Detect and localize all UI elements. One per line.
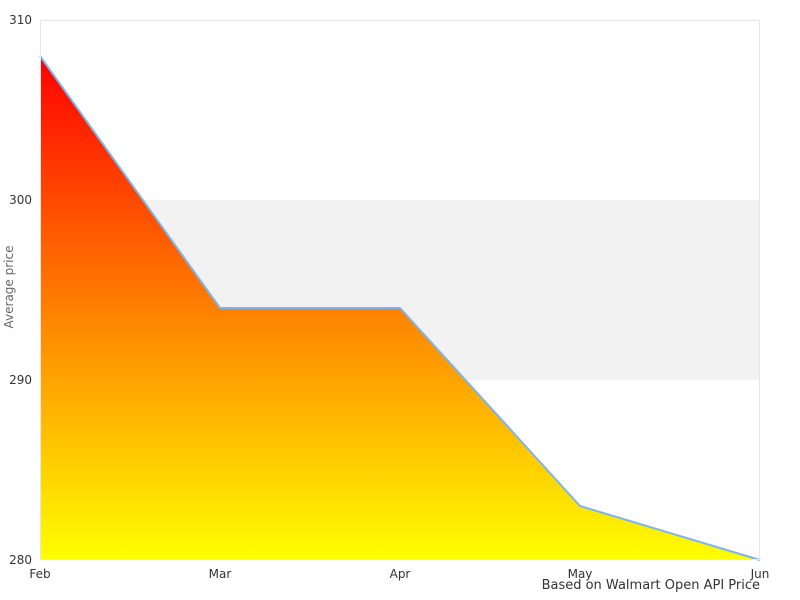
x-tick-label: Apr	[390, 567, 411, 581]
x-tick-label: Feb	[29, 567, 50, 581]
x-tick-label: Jun	[750, 567, 770, 581]
y-tick-label: 290	[9, 373, 32, 387]
series-line	[39, 55, 761, 561]
x-tick-label: May	[568, 567, 593, 581]
y-tick-label: 300	[9, 193, 32, 207]
y-tick-label: 280	[9, 553, 32, 567]
plot-border	[40, 20, 760, 560]
chart-caption: Based on Walmart Open API Price	[541, 578, 760, 593]
x-tick-label: Mar	[209, 567, 232, 581]
y-tick-label: 310	[9, 13, 32, 27]
y-axis-title: Average price	[2, 245, 16, 329]
